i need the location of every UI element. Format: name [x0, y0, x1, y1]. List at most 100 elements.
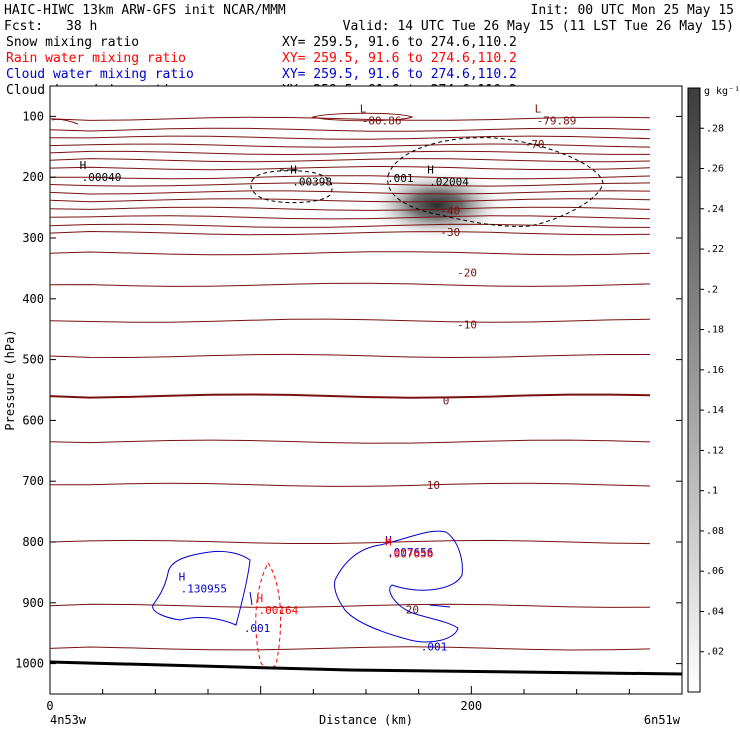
annotation-value: .00164 [259, 604, 299, 617]
colorbar-tick-label: .2 [706, 284, 718, 295]
valid-time: Valid: 14 UTC Tue 26 May 15 (11 LST Tue … [343, 19, 734, 34]
y-tick-label: 400 [22, 292, 44, 306]
header: HAIC-HIWC 13km ARW-GFS init NCAR/MMM Ini… [4, 3, 734, 34]
extremum-marker: L [535, 102, 542, 115]
extremum-marker: H [385, 534, 392, 547]
isotherm-line [49, 190, 651, 195]
axes: 100 200 300 400 500 600 700 800 900 1000 0 200 Dista… [3, 109, 683, 727]
field-xy: XY= 259.5, 91.6 to 274.6,110.2 [282, 67, 517, 82]
isotherm-label: 10 [427, 479, 440, 492]
colorbar-tick-label: .1 [706, 486, 718, 497]
isotherm-line [49, 539, 651, 545]
isotherm-line [49, 230, 651, 236]
x-tick-label: 0 [46, 699, 53, 713]
isotherm-line [49, 646, 651, 651]
x-tick-label: 200 [460, 699, 482, 713]
isotherm-line [49, 135, 651, 140]
colorbar-unit: g kg⁻¹ [704, 86, 740, 97]
annotation-value: .130955 [181, 583, 227, 596]
isotherm-line [49, 318, 651, 323]
isotherm-label: -30 [440, 226, 460, 239]
colorbar-tick-label: .26 [706, 164, 724, 175]
x-axis-label: Distance (km) [319, 713, 413, 727]
y-tick-label: 300 [22, 231, 44, 245]
x-left-location: 4n53w [50, 713, 87, 727]
isotherm-line [49, 198, 651, 203]
annotation-value: .00398 [292, 175, 332, 188]
extremum-marker: H [179, 571, 186, 584]
terrain-line [49, 660, 683, 676]
isotherm-line [49, 251, 651, 256]
colorbar-ticks: .02 .04 .06 .08 .1 .12 .14 .16 .18 .2 .22 .24 .26 .28 [700, 123, 724, 658]
y-tick-label: 700 [22, 474, 44, 488]
extremum-marker: H [427, 163, 434, 176]
annotations: L-80.86L-79.89H.00040H.00398H.02004.001H… [80, 102, 577, 653]
fcst-label: Fcst: [4, 19, 43, 34]
colorbar-tick-label: .06 [706, 566, 724, 577]
field-xy: XY= 259.5, 91.6 to 274.6,110.2 [282, 35, 517, 50]
isotherm-line [49, 150, 650, 156]
annotation-value: -80.86 [362, 114, 402, 127]
temperature-isotherms: -70 -40 -30 -20 -10 0 10 20 [49, 116, 651, 651]
isotherm-label: 20 [406, 603, 419, 616]
isotherm-line [49, 175, 651, 180]
y-tick-label: 200 [22, 170, 44, 184]
isotherm-line [49, 282, 651, 287]
colorbar-tick-label: .16 [706, 365, 724, 376]
annotation-value: .007656 [387, 546, 433, 559]
extremum-marker: H [290, 163, 297, 176]
y-tick-label: 1000 [15, 657, 44, 671]
annotation-value: .001 [244, 622, 271, 635]
colorbar-tick-label: .02 [706, 647, 724, 658]
cloud-ice-shading [365, 169, 509, 241]
isotherm-line [49, 182, 651, 187]
colorbar-tick-label: .14 [706, 405, 724, 416]
colorbar-tick-label: .22 [706, 244, 724, 255]
isotherm-line [49, 393, 651, 399]
colorbar: g kg⁻¹ .02 .04 .06 .08 .1 .12 .14 .16 .18 .2 .22 .2… [687, 86, 740, 693]
isotherm-line [49, 439, 651, 444]
annotation-value: .007656 [387, 547, 433, 560]
y-tick-label: 600 [22, 413, 44, 427]
title-left: HAIC-HIWC 13km ARW-GFS init NCAR/MMM [4, 3, 286, 18]
colorbar-tick-label: .18 [706, 325, 724, 336]
isotherm-label: -10 [457, 318, 477, 331]
isotherm-line [49, 206, 651, 211]
isotherm-line [49, 223, 651, 228]
annotation-value: .001 [387, 172, 414, 185]
extremum-marker: H [80, 159, 87, 172]
isotherm-line [49, 116, 651, 121]
isotherm-line [49, 127, 651, 132]
annotation-value: .00040 [82, 171, 122, 184]
isotherm-label: -40 [440, 205, 460, 218]
isotherm-line [49, 158, 651, 163]
x-right-location: 6n51w [644, 713, 681, 727]
isotherm-label: -20 [457, 267, 477, 280]
tropopause-lows [51, 112, 414, 125]
annotation-value: -79.89 [537, 114, 577, 127]
snow-contours [250, 137, 604, 227]
isotherm-line [50, 482, 651, 487]
extremum-marker: L [360, 102, 367, 115]
y-tick-label: 500 [22, 353, 44, 367]
y-tick-label: 800 [22, 535, 44, 549]
colorbar-tick-label: .24 [706, 204, 724, 215]
isotherm-line [49, 353, 650, 359]
field-name: Snow mixing ratio [6, 35, 139, 50]
init-time: Init: 00 UTC Mon 25 May 15 [531, 3, 735, 18]
field-name: Cloud water mixing ratio [6, 67, 194, 82]
isotherm-line [49, 215, 651, 220]
colorbar-tick-label: .28 [706, 123, 724, 134]
fcst-value: 38 h [66, 19, 97, 34]
field-name: Rain water mixing ratio [6, 51, 186, 66]
y-tick-label: 100 [22, 109, 44, 123]
y-tick-label: 900 [22, 596, 44, 610]
isotherm-line [49, 165, 651, 171]
colorbar-tick-label: .08 [706, 526, 724, 537]
colorbar-tick-label: .04 [706, 606, 724, 617]
annotation-value: .02004 [429, 175, 469, 188]
isotherm-line [49, 603, 651, 608]
colorbar-tick-label: .12 [706, 445, 724, 456]
isotherm-line [49, 143, 651, 148]
